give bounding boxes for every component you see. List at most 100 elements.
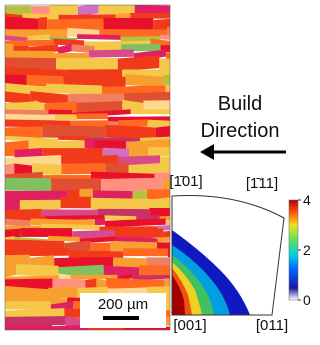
grain [20, 228, 73, 237]
grain [148, 147, 170, 157]
grain [27, 34, 50, 41]
grain [58, 44, 72, 55]
map-border [4, 4, 171, 331]
colorbar-ticks: 4 2 0 [298, 192, 311, 308]
grain [42, 124, 106, 140]
grain [130, 13, 170, 19]
grain [31, 5, 50, 17]
grain [5, 74, 27, 86]
grain [130, 109, 170, 115]
ipf-contours [172, 230, 250, 315]
grain [5, 91, 31, 105]
grain [163, 74, 170, 86]
grain [115, 236, 158, 243]
grain [147, 189, 170, 200]
grain [103, 17, 154, 31]
grain [5, 228, 21, 239]
grain [46, 83, 102, 95]
grain [117, 119, 148, 128]
grain [104, 218, 166, 228]
grain [5, 154, 62, 167]
grain [5, 5, 32, 16]
grain [160, 34, 170, 40]
grain [58, 264, 104, 279]
grain [90, 242, 111, 254]
scale-bar [103, 316, 139, 320]
grain [79, 188, 93, 200]
grain [139, 265, 170, 277]
grain [105, 162, 129, 175]
grain [98, 5, 135, 15]
grain [84, 138, 95, 150]
grain [77, 34, 121, 40]
grain [48, 109, 73, 115]
grain [5, 50, 55, 59]
grain [5, 254, 30, 266]
grain [159, 58, 170, 72]
grain [164, 278, 170, 289]
grain [128, 162, 170, 176]
grain [5, 263, 17, 278]
grain [88, 49, 134, 58]
grain [5, 163, 15, 176]
grain [157, 236, 170, 243]
grain [166, 52, 170, 61]
colorbar-tick-label: 2 [303, 242, 311, 258]
grain [149, 207, 170, 218]
grain [132, 274, 170, 280]
pole-label: [001] [173, 317, 206, 334]
grain [77, 5, 99, 17]
grain [5, 109, 49, 115]
grain [5, 190, 68, 201]
grain [5, 114, 55, 121]
grain [5, 29, 68, 39]
grain [104, 215, 137, 221]
grain [63, 74, 126, 88]
grain [117, 55, 160, 72]
grain [16, 264, 59, 277]
grain [123, 248, 169, 257]
grain [5, 57, 57, 71]
ipf-outline [171, 195, 285, 316]
grain [167, 27, 170, 36]
pole-label: [011] [256, 317, 288, 334]
grain [38, 17, 48, 31]
grain [94, 140, 127, 151]
grain [5, 218, 31, 227]
grain [147, 119, 170, 128]
grain [105, 124, 156, 141]
grain [49, 5, 78, 16]
build-label: Direction [201, 120, 280, 142]
grain [45, 215, 105, 221]
grain [19, 199, 61, 212]
colorbar-tick-label: 4 [303, 192, 311, 208]
grain [101, 177, 163, 192]
grain [132, 190, 148, 201]
grain [5, 16, 39, 32]
grain [5, 199, 20, 212]
grain [58, 135, 89, 141]
grain [53, 38, 85, 47]
arrow-head [200, 144, 214, 160]
grain [51, 178, 102, 192]
grain [54, 114, 77, 121]
grain [125, 74, 164, 88]
ebsd-map [5, 5, 170, 330]
grain [153, 18, 170, 33]
grain [155, 125, 170, 141]
grain [165, 84, 170, 95]
grain [56, 57, 118, 71]
grain [129, 146, 149, 158]
grain [114, 228, 164, 240]
grain [60, 196, 91, 209]
grain [47, 18, 104, 33]
grain [134, 5, 170, 16]
figure: 200 µm Build Direction [1̄01] [1̄11] [00… [4, 4, 311, 334]
grain [90, 197, 147, 211]
grain [5, 294, 68, 306]
grain [154, 172, 170, 180]
grain [169, 116, 170, 123]
grain [5, 177, 52, 191]
grain [48, 286, 78, 299]
grain [47, 235, 80, 242]
